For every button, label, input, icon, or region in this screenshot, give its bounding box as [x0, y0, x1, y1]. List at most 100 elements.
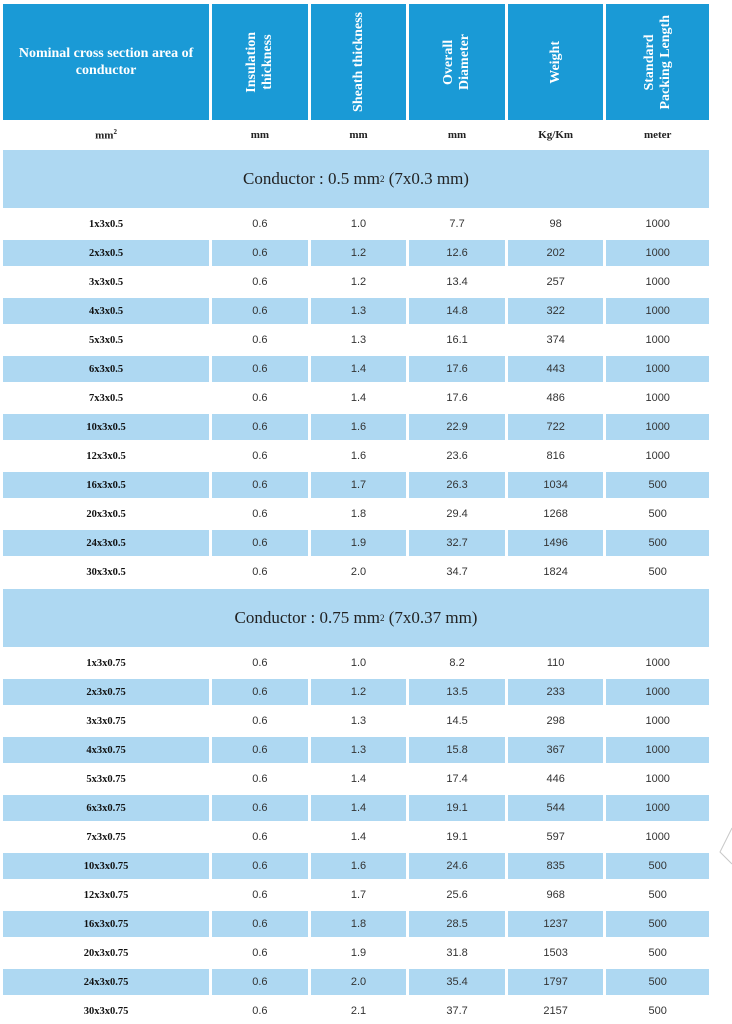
- cell-sheath: 1.3: [310, 298, 407, 324]
- header-sheath: Sheath thickness: [310, 4, 407, 120]
- table-row: 2x3x0.5 0.6 1.2 12.6 202 1000: [3, 240, 709, 266]
- cell-packing-length: 1000: [645, 392, 670, 404]
- cell-sheath: 1.2: [310, 240, 407, 266]
- cell-diameter: 22.9: [409, 414, 505, 440]
- header-diameter-label: Overall Diameter: [441, 34, 473, 90]
- cell-diameter: 26.3: [409, 472, 505, 498]
- cell-packing-length: 1000: [645, 657, 670, 669]
- cell-size: 10x3x0.75: [3, 853, 210, 879]
- cell-packing-length: 1000: [606, 356, 709, 382]
- table-row: 24x3x0.5 0.6 1.9 32.7 1496 500: [3, 530, 709, 556]
- cell-insulation: 0.6: [212, 530, 308, 556]
- table-row: 30x3x0.5 0.6 2.0 34.7 1824 500: [3, 559, 709, 585]
- table-row: 12x3x0.75 0.6 1.7 25.6 968 500: [3, 882, 709, 908]
- cell-weight: 486: [546, 392, 565, 404]
- cell-packing-length: 1000: [645, 773, 670, 785]
- cell-weight: 816: [546, 450, 565, 462]
- cell-packing-length: 1000: [606, 414, 709, 440]
- header-sheath-label: Sheath thickness: [350, 12, 366, 112]
- cell-diameter: 28.5: [409, 911, 505, 937]
- cell-sheath: 1.9: [310, 530, 407, 556]
- section-title-detail: (7x0.3 mm): [384, 169, 469, 188]
- table-row: 5x3x0.5 0.6 1.3 16.1 374 1000: [3, 327, 709, 353]
- unit-weight: Kg/Km: [538, 129, 574, 141]
- cell-weight: 257: [546, 276, 565, 288]
- cell-sheath: 1.4: [310, 795, 407, 821]
- cell-size: 12x3x0.5: [86, 450, 126, 462]
- cell-diameter: 12.6: [409, 240, 505, 266]
- header-cross-section-label: Nominal cross section area of conductor: [18, 46, 194, 78]
- cell-packing-length: 1000: [645, 276, 670, 288]
- header-insulation-label: Insulation thickness: [243, 31, 275, 93]
- cell-sheath: 2.1: [350, 1005, 367, 1017]
- table-row: 24x3x0.75 0.6 2.0 35.4 1797 500: [3, 969, 709, 995]
- cell-weight: 367: [507, 737, 604, 763]
- cell-diameter: 31.8: [446, 947, 468, 959]
- cell-insulation: 0.6: [252, 276, 268, 288]
- cell-packing-length: 500: [606, 911, 709, 937]
- cell-sheath: 2.0: [310, 969, 407, 995]
- cell-sheath: 1.4: [310, 356, 407, 382]
- page-curl-decoration: [719, 827, 732, 865]
- section-title: Conductor : 0.5 mm 2 (7x0.3 mm): [3, 150, 709, 208]
- cell-diameter: 29.4: [446, 508, 468, 520]
- cell-weight: 443: [507, 356, 604, 382]
- cell-packing-length: 500: [648, 947, 667, 959]
- table-row: 16x3x0.5 0.6 1.7 26.3 1034 500: [3, 472, 709, 498]
- cell-packing-length: 1000: [645, 831, 670, 843]
- cell-weight: 98: [549, 218, 562, 230]
- cell-insulation: 0.6: [212, 679, 308, 705]
- cell-insulation: 0.6: [252, 566, 268, 578]
- cell-diameter: 13.4: [446, 276, 468, 288]
- cell-insulation: 0.6: [212, 911, 308, 937]
- unit-packing-length: meter: [643, 129, 672, 141]
- cell-diameter: 13.5: [409, 679, 505, 705]
- table-row: 3x3x0.75 0.6 1.3 14.5 298 1000: [3, 708, 709, 734]
- cell-packing-length: 1000: [606, 298, 709, 324]
- cell-diameter: 25.6: [446, 889, 468, 901]
- section-title-text: Conductor : 0.75 mm: [234, 608, 380, 627]
- cell-packing-length: 1000: [606, 795, 709, 821]
- cell-diameter: 16.1: [446, 334, 468, 346]
- cell-size: 10x3x0.5: [3, 414, 210, 440]
- table-row: 7x3x0.5 0.6 1.4 17.6 486 1000: [3, 385, 709, 411]
- cell-weight: 835: [507, 853, 604, 879]
- section-title: Conductor : 0.75 mm 2 (7x0.37 mm): [3, 589, 709, 647]
- cell-size: 3x3x0.5: [88, 276, 124, 288]
- cell-sheath: 1.3: [350, 715, 367, 727]
- cell-weight: 1503: [543, 947, 568, 959]
- table-header: Nominal cross section area of conductor …: [3, 4, 710, 120]
- table-row: 4x3x0.75 0.6 1.3 15.8 367 1000: [3, 737, 709, 763]
- cell-packing-length: 500: [648, 566, 667, 578]
- cell-weight: 374: [546, 334, 565, 346]
- table-row: 1x3x0.5 0.6 1.0 7.7 98 1000: [3, 211, 709, 237]
- cell-sheath: 1.6: [310, 414, 407, 440]
- table-row: 10x3x0.75 0.6 1.6 24.6 835 500: [3, 853, 709, 879]
- table-row: 6x3x0.75 0.6 1.4 19.1 544 1000: [3, 795, 709, 821]
- cell-weight: 2157: [543, 1005, 568, 1017]
- cell-weight: 597: [546, 831, 565, 843]
- cell-weight: 322: [507, 298, 604, 324]
- cell-diameter: 14.8: [409, 298, 505, 324]
- cell-insulation: 0.6: [212, 737, 308, 763]
- cell-diameter: 19.1: [446, 831, 468, 843]
- header-insulation: Insulation thickness: [212, 4, 308, 120]
- cell-insulation: 0.6: [212, 853, 308, 879]
- cell-size: 16x3x0.5: [3, 472, 210, 498]
- cell-sheath: 1.4: [350, 773, 367, 785]
- cell-diameter: 17.4: [446, 773, 468, 785]
- cell-sheath: 1.7: [310, 472, 407, 498]
- table-row: 12x3x0.5 0.6 1.6 23.6 816 1000: [3, 443, 709, 469]
- cell-insulation: 0.6: [212, 414, 308, 440]
- unit-cross-section: mm2: [3, 128, 209, 142]
- cell-sheath: 1.6: [310, 853, 407, 879]
- cell-diameter: 14.5: [446, 715, 468, 727]
- cell-size: 30x3x0.5: [86, 566, 126, 578]
- cell-sheath: 1.4: [350, 831, 367, 843]
- unit-diameter: mm: [447, 129, 467, 141]
- cell-size: 1x3x0.75: [86, 657, 126, 669]
- cell-sheath: 1.2: [350, 276, 367, 288]
- table-row: 30x3x0.75 0.6 2.1 37.7 2157 500: [3, 998, 709, 1024]
- cell-insulation: 0.6: [252, 657, 268, 669]
- cell-insulation: 0.6: [252, 889, 268, 901]
